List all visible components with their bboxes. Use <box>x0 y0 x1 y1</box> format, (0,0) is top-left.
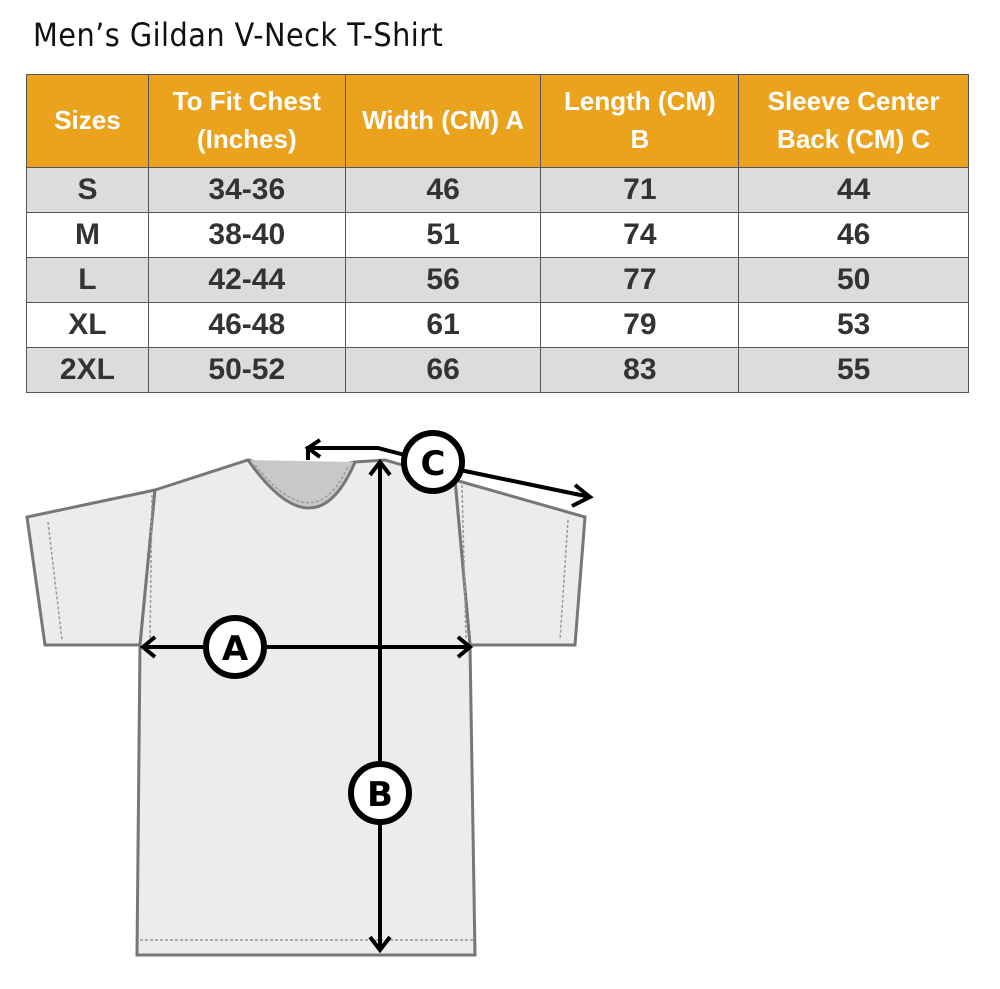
table-cell: 34-36 <box>147 167 346 213</box>
table-cell: 51 <box>344 212 542 258</box>
size-table: Sizes To Fit Chest (Inches) Width (CM) A … <box>26 74 969 393</box>
table-cell: 77 <box>540 257 740 303</box>
table-cell: XL <box>26 302 149 348</box>
table-row: L 42-44 56 77 50 <box>26 257 969 303</box>
table-row: XL 46-48 61 79 53 <box>26 302 969 348</box>
header-length: Length (CM) B <box>540 74 740 168</box>
table-row: 2XL 50-52 66 83 55 <box>26 347 969 393</box>
table-cell: 71 <box>540 167 740 213</box>
collar <box>246 459 357 510</box>
tshirt-diagram: A B C <box>25 430 594 957</box>
table-cell: 79 <box>540 302 740 348</box>
shirt-body <box>135 458 477 957</box>
label-c: C <box>421 444 446 484</box>
page-title: Men’s Gildan V-Neck T-Shirt <box>33 16 444 54</box>
table-cell: 56 <box>344 257 542 303</box>
header-chest: To Fit Chest (Inches) <box>147 74 346 168</box>
table-cell: 50-52 <box>147 347 346 393</box>
header-row: Sizes To Fit Chest (Inches) Width (CM) A … <box>26 74 969 168</box>
table-cell: 42-44 <box>147 257 346 303</box>
table-row: S 34-36 46 71 44 <box>26 167 969 213</box>
table-cell: 50 <box>738 257 969 303</box>
table-cell: S <box>26 167 149 213</box>
table-cell: 55 <box>738 347 969 393</box>
table-cell: 44 <box>738 167 969 213</box>
table-cell: L <box>26 257 149 303</box>
table-cell: 61 <box>344 302 542 348</box>
table-cell: 38-40 <box>147 212 346 258</box>
label-b: B <box>367 775 393 815</box>
header-sleeve: Sleeve Center Back (CM) C <box>738 74 969 168</box>
header-sizes: Sizes <box>26 74 149 168</box>
table-cell: 46 <box>344 167 542 213</box>
table-cell: 2XL <box>26 347 149 393</box>
table-row: M 38-40 51 74 46 <box>26 212 969 258</box>
table-cell: 46 <box>738 212 969 258</box>
table-cell: 74 <box>540 212 740 258</box>
left-sleeve <box>25 488 157 647</box>
table-cell: M <box>26 212 149 258</box>
label-a: A <box>222 629 249 669</box>
header-width: Width (CM) A <box>344 74 542 168</box>
table-cell: 46-48 <box>147 302 346 348</box>
table-cell: 66 <box>344 347 542 393</box>
table-cell: 83 <box>540 347 740 393</box>
table-cell: 53 <box>738 302 969 348</box>
